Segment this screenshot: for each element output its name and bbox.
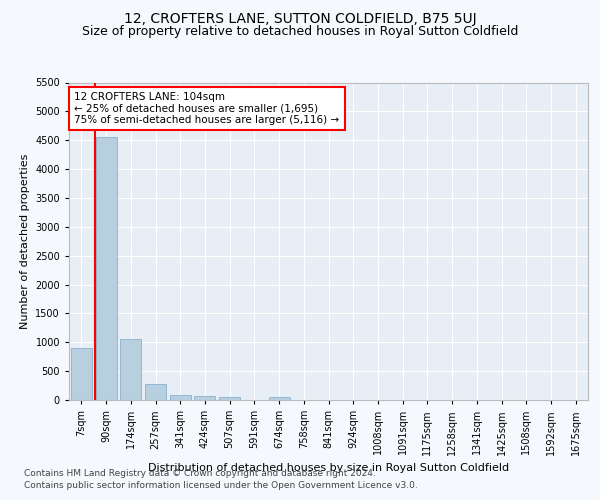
Text: Contains public sector information licensed under the Open Government Licence v3: Contains public sector information licen… [24, 480, 418, 490]
Bar [120, 339, 141, 400]
Text: Contains HM Land Registry data © Crown copyright and database right 2024.: Contains HM Land Registry data © Crown c… [24, 470, 376, 478]
Y-axis label: Number of detached properties: Number of detached properties [20, 154, 29, 329]
Bar [71, 348, 92, 400]
Bar [269, 396, 290, 400]
Bar [95, 138, 116, 400]
Bar [219, 397, 240, 400]
Text: Size of property relative to detached houses in Royal Sutton Coldfield: Size of property relative to detached ho… [82, 25, 518, 38]
Bar [145, 384, 166, 400]
X-axis label: Distribution of detached houses by size in Royal Sutton Coldfield: Distribution of detached houses by size … [148, 463, 509, 473]
Text: 12, CROFTERS LANE, SUTTON COLDFIELD, B75 5UJ: 12, CROFTERS LANE, SUTTON COLDFIELD, B75… [124, 12, 476, 26]
Text: 12 CROFTERS LANE: 104sqm
← 25% of detached houses are smaller (1,695)
75% of sem: 12 CROFTERS LANE: 104sqm ← 25% of detach… [74, 92, 340, 125]
Bar [194, 396, 215, 400]
Bar [170, 395, 191, 400]
